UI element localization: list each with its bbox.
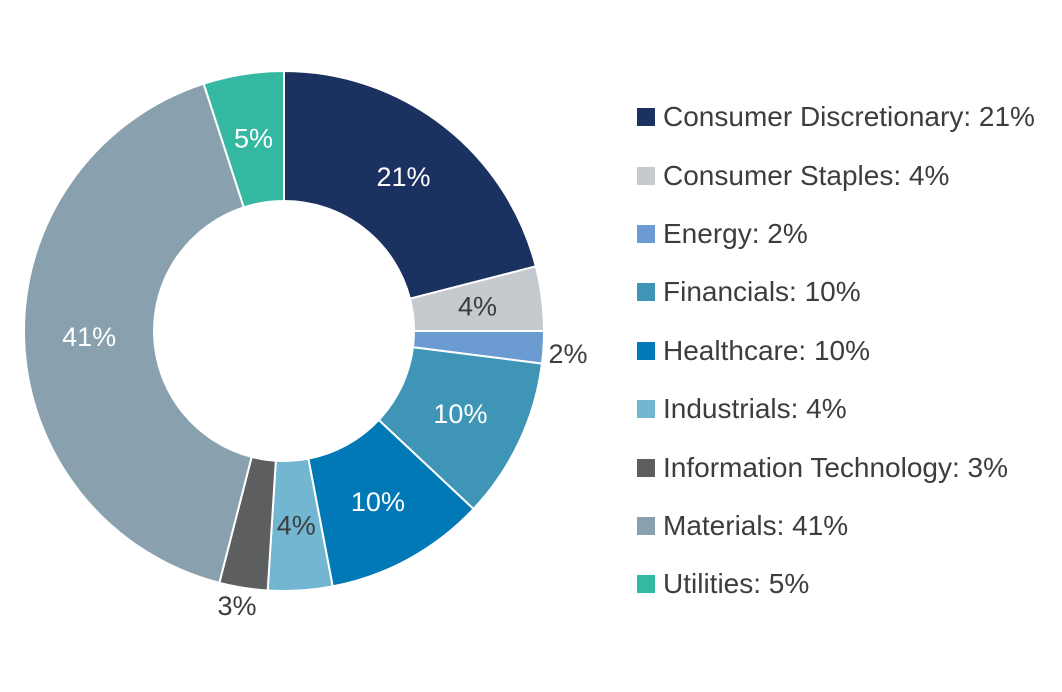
- slice-label-healthcare: 10%: [351, 487, 405, 517]
- legend-swatch: [637, 108, 655, 127]
- legend-label: Consumer Staples: 4%: [663, 159, 950, 191]
- legend-swatch: [637, 283, 655, 302]
- donut-slices: [23, 69, 546, 592]
- slice-materials: [23, 82, 253, 585]
- legend-item-consumer-discretionary: Consumer Discretionary: 21%: [637, 88, 1035, 146]
- slice-label-materials: 41%: [62, 322, 116, 352]
- legend-item-materials: Materials: 41%: [637, 497, 1035, 555]
- legend-label: Energy: 2%: [663, 217, 808, 249]
- legend-item-consumer-staples: Consumer Staples: 4%: [637, 146, 1035, 204]
- legend-label: Financials: 10%: [663, 276, 861, 308]
- legend-label: Materials: 41%: [663, 509, 849, 541]
- legend-label: Consumer Discretionary: 21%: [663, 101, 1035, 133]
- legend-item-financials: Financials: 10%: [637, 263, 1035, 321]
- legend-swatch: [637, 224, 655, 243]
- legend-swatch: [637, 341, 655, 360]
- donut-slice-labels: 21% 4% 2% 10% 10% 4% 3% 41% 5%: [62, 123, 587, 621]
- slice-label-consumer-staples: 4%: [458, 292, 497, 322]
- slice-label-utilities: 5%: [234, 123, 273, 153]
- legend-swatch: [637, 575, 655, 594]
- legend-label: Information Technology: 3%: [663, 451, 1009, 483]
- legend-item-information-technology: Information Technology: 3%: [637, 438, 1035, 496]
- legend-swatch: [637, 516, 655, 535]
- slice-consumer-discretionary: [283, 69, 538, 300]
- slice-label-information-technology: 3%: [217, 591, 256, 621]
- slice-label-financials: 10%: [433, 399, 487, 429]
- legend-item-industrials: Industrials: 4%: [637, 380, 1035, 438]
- slice-label-industrials: 4%: [277, 511, 316, 541]
- chart-legend: Consumer Discretionary: 21% Consumer Stap…: [637, 88, 1035, 614]
- slice-utilities: [202, 69, 285, 209]
- legend-label: Industrials: 4%: [663, 393, 847, 425]
- legend-label: Healthcare: 10%: [663, 334, 871, 366]
- slice-label-energy: 2%: [548, 339, 587, 369]
- slice-label-consumer-discretionary: 21%: [376, 162, 430, 192]
- legend-swatch: [637, 166, 655, 185]
- legend-swatch: [637, 400, 655, 419]
- legend-item-energy: Energy: 2%: [637, 205, 1035, 263]
- legend-item-healthcare: Healthcare: 10%: [637, 322, 1035, 380]
- legend-swatch: [637, 458, 655, 477]
- legend-item-utilities: Utilities: 5%: [637, 555, 1035, 613]
- legend-label: Utilities: 5%: [663, 568, 810, 600]
